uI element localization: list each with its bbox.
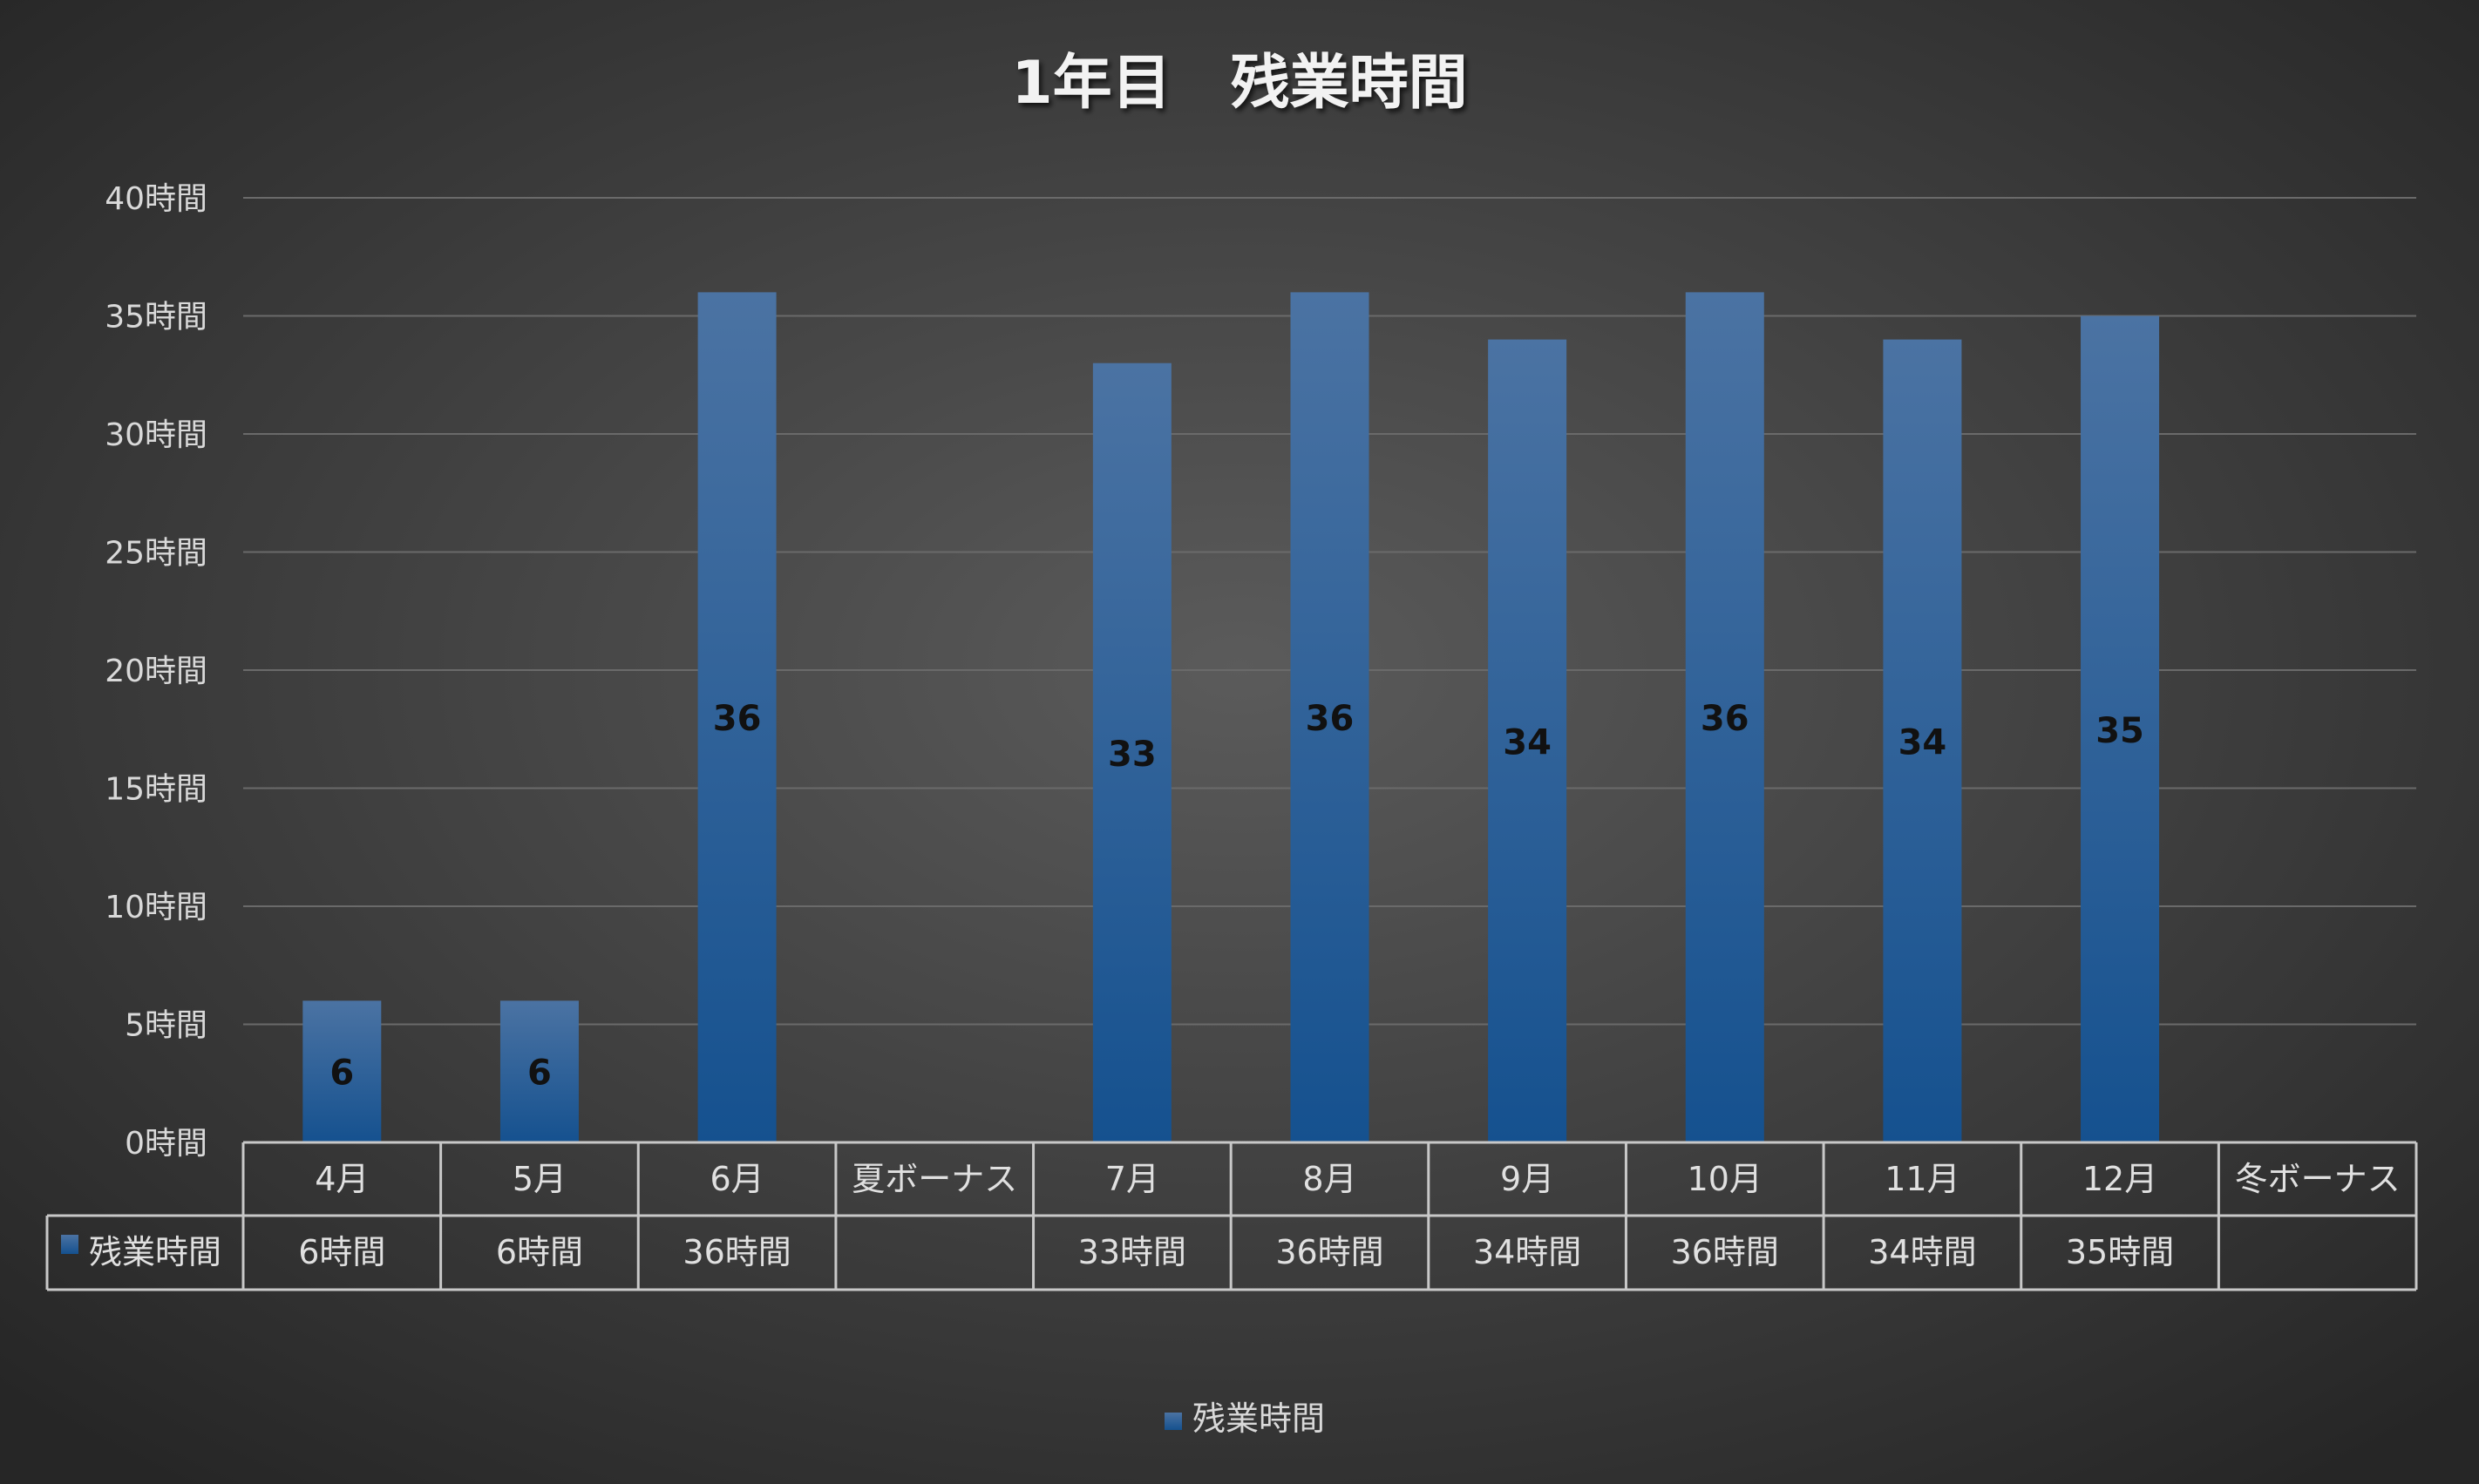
data-label: 34 [1503, 722, 1552, 762]
bar [1685, 292, 1764, 1142]
table-value: 35時間 [2066, 1233, 2174, 1271]
y-tick-label: 30時間 [105, 417, 207, 453]
y-tick-label: 10時間 [105, 890, 207, 925]
legend: 残業時間 [1165, 1399, 1325, 1438]
x-category-label: 8月 [1302, 1160, 1356, 1198]
bar [1488, 339, 1567, 1143]
x-category-label: 10月 [1688, 1160, 1762, 1198]
y-tick-label: 20時間 [105, 654, 207, 689]
bar [2081, 315, 2160, 1142]
data-label: 36 [1306, 699, 1355, 739]
table-value: 36時間 [1275, 1233, 1383, 1271]
x-category-label: 12月 [2082, 1160, 2157, 1198]
y-tick-label: 15時間 [105, 772, 207, 808]
table-value: 6時間 [298, 1233, 385, 1271]
table-value: 6時間 [496, 1233, 583, 1271]
bar [1290, 292, 1369, 1142]
y-tick-label: 40時間 [105, 181, 207, 217]
data-label: 34 [1898, 722, 1947, 762]
data-label: 36 [1701, 699, 1749, 739]
bar [1883, 339, 1962, 1143]
x-category-label: 6月 [710, 1160, 764, 1198]
y-tick-label: 25時間 [105, 536, 207, 572]
x-category-label: 夏ボーナス [852, 1160, 1017, 1198]
table-legend-swatch [61, 1235, 78, 1254]
table-value: 34時間 [1868, 1233, 1976, 1271]
y-tick-label: 35時間 [105, 300, 207, 335]
data-label: 36 [713, 699, 762, 739]
legend-swatch [1165, 1413, 1182, 1430]
x-category-label: 11月 [1885, 1160, 1959, 1198]
y-tick-label: 5時間 [125, 1008, 207, 1044]
table-series-label: 残業時間 [89, 1233, 221, 1271]
table-value: 33時間 [1078, 1233, 1186, 1271]
data-label: 6 [329, 1054, 354, 1094]
table-value: 36時間 [683, 1233, 791, 1271]
x-category-label: 4月 [315, 1160, 369, 1198]
legend-label: 残業時間 [1192, 1399, 1325, 1438]
x-category-label: 冬ボーナス [2235, 1160, 2401, 1198]
x-category-label: 5月 [513, 1160, 567, 1198]
x-category-label: 7月 [1105, 1160, 1159, 1198]
data-label: 6 [527, 1054, 552, 1094]
bar [302, 1000, 382, 1142]
data-label: 33 [1108, 735, 1157, 775]
bar [697, 292, 777, 1142]
bar [499, 1000, 579, 1142]
x-category-label: 9月 [1500, 1160, 1554, 1198]
table-value: 36時間 [1671, 1233, 1779, 1271]
data-label: 35 [2095, 711, 2144, 751]
chart-title: 1年目 残業時間 [1011, 49, 1467, 118]
table-value: 34時間 [1473, 1233, 1581, 1271]
bar [1092, 363, 1172, 1142]
y-tick-label: 0時間 [125, 1126, 207, 1162]
